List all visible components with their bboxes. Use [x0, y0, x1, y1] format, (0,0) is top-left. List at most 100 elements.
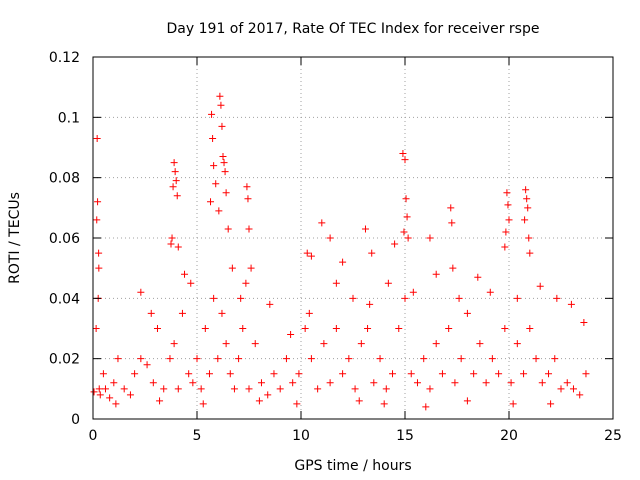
data-point	[167, 240, 175, 248]
data-point	[399, 150, 407, 158]
data-point	[218, 309, 226, 317]
data-point	[205, 370, 213, 378]
data-point	[255, 397, 263, 405]
data-point	[251, 340, 259, 348]
data-point	[582, 370, 590, 378]
data-point	[228, 264, 236, 272]
data-point	[96, 391, 104, 399]
data-point	[95, 264, 103, 272]
data-point	[426, 385, 434, 393]
y-axis-label: ROTI / TECUs	[7, 192, 23, 284]
data-point	[576, 391, 584, 399]
data-point	[495, 370, 503, 378]
data-point	[503, 189, 511, 197]
data-point	[131, 370, 139, 378]
data-point	[301, 325, 309, 332]
data-point	[314, 385, 322, 393]
data-point	[282, 355, 290, 363]
data-point	[505, 216, 513, 224]
data-point	[156, 397, 164, 405]
data-point	[172, 177, 180, 185]
data-point	[214, 355, 222, 363]
data-point	[93, 216, 101, 224]
data-point	[547, 400, 555, 408]
data-point	[224, 225, 232, 233]
data-point	[295, 370, 303, 378]
data-point	[370, 379, 378, 387]
data-point	[266, 300, 274, 308]
data-point	[525, 234, 533, 242]
data-point	[226, 370, 234, 378]
data-point	[509, 400, 517, 408]
y-tick-label: 0.02	[49, 352, 80, 368]
data-point	[94, 198, 102, 206]
data-point	[502, 228, 510, 236]
data-point	[270, 370, 278, 378]
data-point	[201, 325, 209, 332]
data-point	[553, 294, 561, 302]
data-point	[404, 234, 412, 242]
data-point	[207, 198, 215, 206]
data-point	[507, 379, 515, 387]
data-point	[199, 400, 207, 408]
data-point	[320, 340, 328, 348]
data-point	[174, 385, 182, 393]
data-point	[170, 340, 178, 348]
data-point	[522, 186, 530, 194]
data-point	[364, 325, 372, 332]
data-point	[391, 240, 399, 248]
data-point	[476, 340, 484, 348]
x-axis-label: GPS time / hours	[294, 458, 411, 474]
data-point	[242, 279, 250, 287]
data-point	[526, 325, 534, 332]
data-point	[305, 309, 313, 317]
data-point	[187, 279, 195, 287]
data-point	[173, 192, 181, 200]
data-point	[193, 355, 201, 363]
data-point	[470, 370, 478, 378]
data-point	[307, 252, 315, 260]
data-point	[307, 355, 315, 363]
data-point	[189, 379, 197, 387]
ticks	[92, 56, 614, 420]
y-tick-label: 0.04	[49, 291, 80, 307]
data-point	[106, 394, 114, 402]
data-point	[222, 189, 230, 197]
data-point	[221, 168, 229, 176]
data-point	[247, 264, 255, 272]
data-point	[409, 288, 417, 296]
data-points	[90, 92, 590, 411]
data-point	[210, 294, 218, 302]
data-point	[447, 204, 455, 212]
data-point	[401, 156, 409, 164]
data-point	[217, 101, 225, 109]
data-point	[523, 195, 531, 203]
chart-title: Day 191 of 2017, Rate Of TEC Index for r…	[167, 21, 540, 37]
data-point	[401, 294, 409, 302]
data-point	[212, 180, 220, 188]
data-point	[114, 355, 122, 363]
data-point	[339, 370, 347, 378]
data-point	[532, 355, 540, 363]
x-tick-label: 10	[292, 428, 310, 444]
data-point	[345, 355, 353, 363]
data-point	[239, 325, 247, 332]
data-point	[244, 195, 252, 203]
data-point	[501, 325, 509, 332]
y-tick-label: 0.08	[49, 171, 80, 187]
data-point	[449, 264, 457, 272]
data-point	[551, 355, 559, 363]
data-point	[303, 249, 311, 257]
data-point	[257, 379, 265, 387]
data-point	[402, 195, 410, 203]
y-tick-labels: 0 0.02 0.04 0.06 0.08 0.1 0.12	[49, 50, 80, 428]
data-point	[513, 340, 521, 348]
data-point	[536, 282, 544, 290]
data-point	[137, 355, 145, 363]
data-point	[432, 270, 440, 278]
data-point	[219, 153, 227, 161]
data-point	[160, 385, 168, 393]
data-point	[149, 379, 157, 387]
data-point	[326, 379, 334, 387]
data-point	[368, 249, 376, 257]
